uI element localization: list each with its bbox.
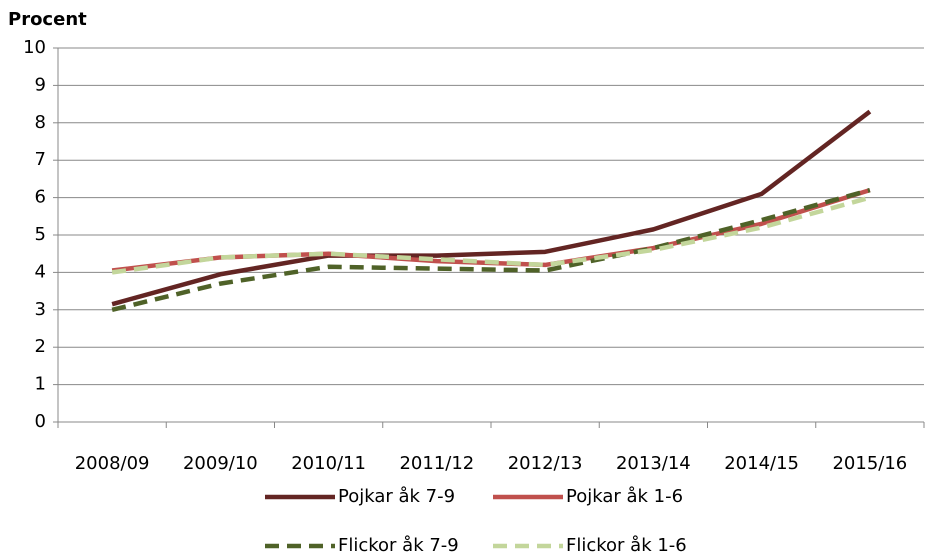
legend-label: Flickor åk 7-9: [338, 535, 459, 556]
x-tick-label: 2015/16: [832, 453, 907, 474]
x-tick-label: 2014/15: [724, 453, 799, 474]
series-line: [111, 187, 871, 312]
y-axis-label: Procent: [8, 9, 87, 30]
y-tick-label: 2: [35, 336, 46, 357]
y-tick-label: 0: [35, 411, 46, 432]
y-tick-label: 7: [35, 149, 46, 170]
y-tick-label: 8: [35, 112, 46, 133]
series-line: [111, 109, 872, 307]
legend-label: Pojkar åk 1-6: [566, 486, 683, 507]
x-tick-label: 2010/11: [291, 453, 366, 474]
legend-label: Flickor åk 1-6: [566, 535, 687, 556]
x-tick-label: 2012/13: [508, 453, 583, 474]
y-tick-label: 6: [35, 187, 46, 208]
y-tick-label: 5: [35, 224, 46, 245]
y-tick-label: 1: [35, 374, 46, 395]
series-line: [111, 195, 871, 275]
x-tick-label: 2011/12: [399, 453, 474, 474]
x-tick-label: 2013/14: [616, 453, 691, 474]
y-tick-label: 4: [35, 261, 46, 282]
x-tick-label: 2008/09: [75, 453, 150, 474]
y-tick-label: 9: [35, 74, 46, 95]
y-tick-label: 3: [35, 299, 46, 320]
legend-label: Pojkar åk 7-9: [338, 486, 455, 507]
y-tick-label: 10: [23, 37, 46, 58]
x-tick-label: 2009/10: [183, 453, 258, 474]
